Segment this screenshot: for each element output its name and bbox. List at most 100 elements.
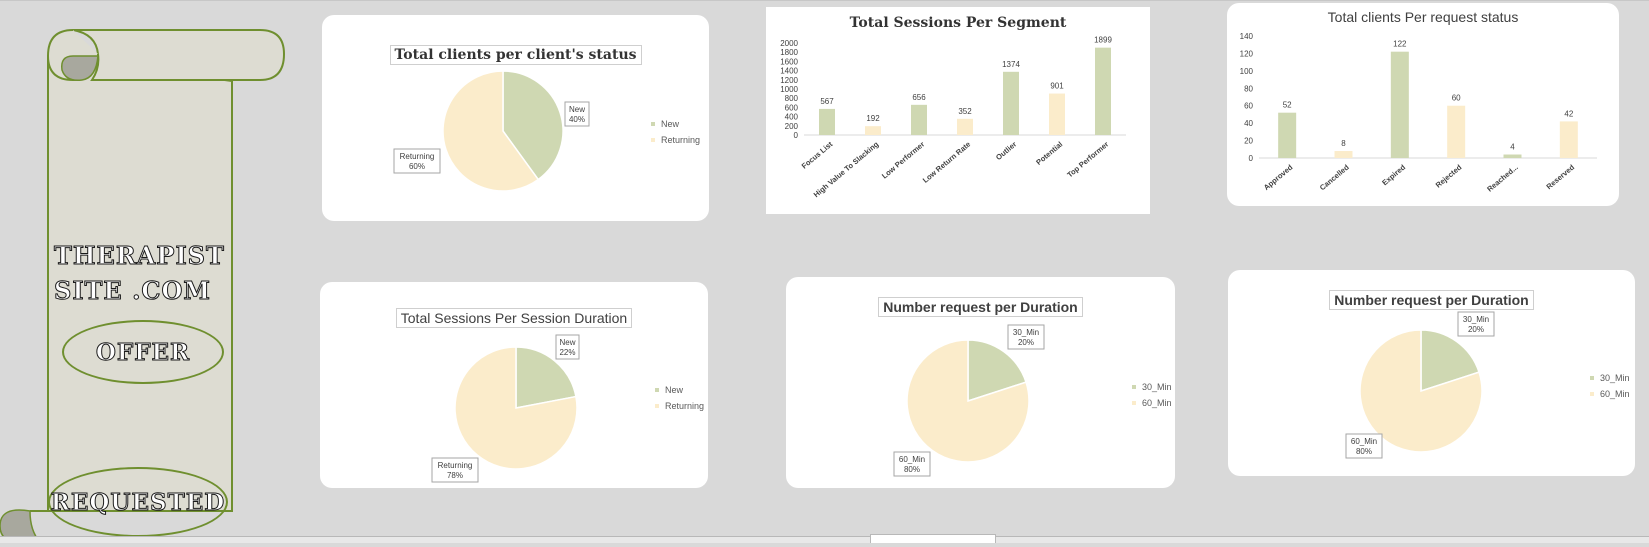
legend-item-30-min: 30_Min [1590,370,1630,386]
bar-data-label: 901 [1050,82,1064,91]
offer-label: OFFER [95,338,191,366]
legend-item-60-min: 60_Min [1590,386,1630,402]
pie-slice-1 [906,339,1030,463]
data-label-text: 78% [447,471,463,480]
legend-item-new: New [651,116,700,132]
y-tick-label: 0 [794,131,799,140]
chart-title: Total Sessions Per Session Duration [395,308,633,328]
scroll-top-roll [72,29,286,81]
chart-card-request-duration-1[interactable]: Number request per Duration 30_Min 20% 60_… [786,277,1175,488]
x-tick-label: Reserved [1544,162,1576,191]
bar [819,108,835,135]
y-tick-label: 100 [1240,67,1254,76]
chart-card-sessions-segment[interactable]: Total Sessions Per Segment 0 200 400 600 800… [766,7,1150,214]
legend-swatch [1132,401,1136,405]
data-label-box [393,148,441,174]
chart-title: Number request per Duration [1329,290,1534,310]
bar [957,118,973,135]
legend-item-returning: Returning [651,132,700,148]
data-label-box [1457,311,1495,337]
data-label-text: New [559,338,575,347]
data-label-text: 60_Min [899,455,925,464]
y-tick-label: 400 [785,113,799,122]
y-tick-label: 0 [1249,154,1254,163]
data-label-text: Returning [438,461,473,470]
x-tick-label: Low Return Rate [921,140,972,185]
bar-data-label: 1899 [1094,36,1112,45]
active-sheet-tab[interactable] [870,534,996,543]
x-tick-label: Outlier [994,140,1018,162]
bar [1003,71,1019,135]
chart-title: Number request per Duration [878,297,1083,317]
pie-slice-1 [442,70,540,192]
legend-label: 60_Min [1142,398,1172,408]
chart-card-request-status[interactable]: Total clients Per request status 0 20 40 60… [1227,3,1619,206]
chart-title: Total clients per client's status [389,45,642,65]
chart-card-session-duration[interactable]: Total Sessions Per Session Duration New 2… [320,282,708,488]
x-tick-label: Top Performer [1065,140,1110,180]
pie-slice-0 [1420,329,1480,393]
legend-item-returning: Returning [655,398,704,414]
legend-label: Returning [661,135,701,145]
y-tick-label: 1800 [780,48,798,57]
legend-label: Returning [665,401,705,411]
y-tick-label: 120 [1240,49,1254,58]
data-label-text: 22% [559,348,575,357]
brand-line-2: SITE .COM [54,276,211,306]
bar [1503,154,1522,158]
sheet-top-border [0,0,1649,1]
legend-label: 60_Min [1600,389,1630,399]
data-label-text: 20% [1468,325,1484,334]
legend-swatch [651,122,655,126]
x-tick-label: Cancelled [1318,162,1351,192]
requested-button[interactable]: REQUESTED [48,467,228,537]
x-tick-label: Approved [1262,162,1295,192]
legend-swatch [1590,392,1594,396]
data-label-box [1345,433,1383,459]
pie-slice-1 [454,346,578,470]
y-tick-label: 1200 [780,76,798,85]
bar-chart-request-status: 0 20 40 60 80 100 120 140 52 Approved 8 Cancelled 12… [1240,32,1597,194]
legend-label: 30_Min [1600,373,1630,383]
bar [1095,47,1111,136]
data-label-box [555,334,580,360]
legend-label: New [665,385,684,395]
requested-label: REQUESTED [50,488,226,516]
bar [865,126,881,135]
x-tick-label: Expired [1380,162,1407,187]
x-tick-label: Potential [1034,140,1064,167]
x-tick-label: Low Performer [880,140,926,181]
data-label-box [1007,324,1045,350]
bar [911,104,927,135]
data-label-text: 40% [569,115,585,124]
bar-data-label: 60 [1452,94,1461,103]
data-label-text: Returning [400,152,435,161]
data-label-text: 60% [409,162,425,171]
chart-card-request-duration-2[interactable]: Number request per Duration 30_Min 20% 60_… [1228,270,1635,476]
data-label-text: 60_Min [1351,437,1377,446]
chart-card-client-status[interactable]: Total clients per client's status New 40%… [322,15,709,221]
data-label-text: 30_Min [1463,315,1489,324]
x-tick-label: Rejected [1434,162,1464,189]
bar [1278,112,1297,158]
offer-button[interactable]: OFFER [62,320,224,384]
data-label-text: 80% [904,465,920,474]
bar [1559,121,1578,158]
scroll-banner [0,26,290,543]
scroll-graphic [0,29,286,543]
bar-data-label: 8 [1341,139,1346,148]
chart-legend: 30_Min 60_Min [1590,370,1630,402]
y-tick-label: 20 [1244,137,1253,146]
y-tick-label: 1000 [780,85,798,94]
bar-data-label: 52 [1283,101,1292,110]
x-tick-label: Reached... [1485,163,1520,194]
legend-swatch [1132,385,1136,389]
bar-data-label: 567 [820,97,834,106]
pie-slice-0 [967,339,1027,403]
